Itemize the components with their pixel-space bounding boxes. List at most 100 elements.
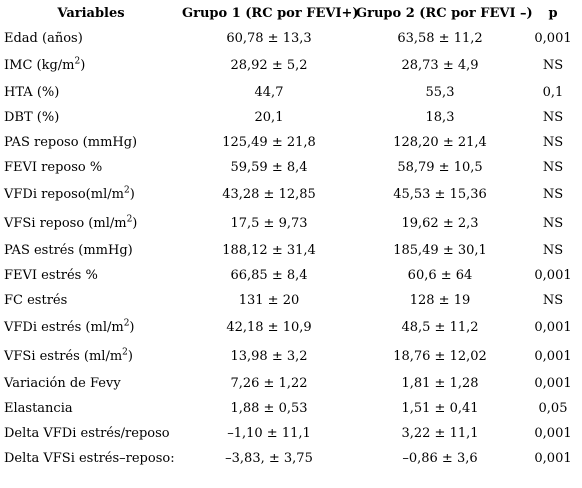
grupo-2-value: 18,76 ± 12,02 (393, 349, 487, 364)
grupo-1-value: 13,98 ± 3,2 (230, 349, 308, 364)
results-table: Variables Grupo 1 (RC por FEVI+) Grupo 2… (0, 5, 582, 471)
table-row: FEVI reposo % 59,59 ± 8,4 58,79 ± 10,5 NS (0, 155, 582, 180)
p-value: NS (542, 243, 564, 258)
grupo-2-value: 45,53 ± 15,36 (393, 187, 487, 202)
p-value: 0,05 (538, 401, 568, 416)
grupo-2-value: 18,3 (425, 110, 455, 125)
variable-name: VFSi estrés (ml/m (4, 349, 123, 364)
variable-suffix: ) (80, 58, 86, 73)
grupo-1-value: 1,88 ± 0,53 (230, 401, 308, 416)
variable-cell: FEVI estrés % (0, 263, 182, 288)
variable-name: FEVI reposo % (4, 160, 103, 175)
header-p-value: p (548, 5, 558, 21)
header-grupo-1: Grupo 1 (RC por FEVI+) (182, 5, 359, 21)
grupo-2-value: 1,51 ± 0,41 (401, 401, 479, 416)
table-row: VFSi reposo (ml/m2) 17,5 ± 9,73 19,62 ± 2,… (0, 209, 582, 238)
table-row: Delta VFDi estrés/reposo –1,10 ± 11,1 3,22… (0, 421, 582, 446)
grupo-2-value: 55,3 (425, 85, 455, 100)
table-row: PAS estrés (mmHg) 188,12 ± 31,4 185,49 ± 3… (0, 238, 582, 263)
grupo-1-value: 42,18 ± 10,9 (226, 320, 312, 335)
grupo-1-value: 66,85 ± 8,4 (230, 268, 308, 283)
grupo-1-value: 131 ± 20 (238, 293, 300, 308)
grupo-1-value: 44,7 (254, 85, 284, 100)
variable-name: Edad (años) (4, 31, 83, 46)
table-body: Edad (años) 60,78 ± 13,3 63,58 ± 11,2 0,001… (0, 26, 582, 471)
grupo-1-value: 43,28 ± 12,85 (222, 187, 316, 202)
grupo-1-value: –3,83, ± 3,75 (225, 451, 313, 466)
p-value: 0,001 (534, 376, 572, 391)
variable-cell: Delta VFSi estrés–reposo: (0, 446, 182, 471)
variable-suffix: ) (129, 187, 135, 202)
variable-cell: Variación de Fevy (0, 371, 182, 396)
variable-cell: Edad (años) (0, 26, 182, 51)
variable-superscript: 2 (123, 318, 130, 329)
p-value: 0,001 (534, 268, 572, 283)
variable-superscript: 2 (122, 347, 128, 358)
variable-superscript: 2 (123, 185, 130, 196)
p-value: 0,001 (534, 451, 572, 466)
p-value: NS (542, 187, 564, 202)
variable-name: DBT (%) (4, 110, 60, 125)
variable-cell: VFDi estrés (ml/m2) (0, 313, 182, 342)
variable-superscript: 2 (126, 214, 133, 225)
variable-cell: Elastancia (0, 396, 182, 421)
variable-suffix: ) (132, 216, 138, 231)
grupo-1-value: 28,92 ± 5,2 (230, 58, 308, 73)
p-value: 0,1 (542, 85, 564, 100)
grupo-1-value: 59,59 ± 8,4 (230, 160, 308, 175)
table-row: Delta VFSi estrés–reposo: –3,83, ± 3,75 –0… (0, 446, 582, 471)
p-value: 0,001 (534, 349, 572, 364)
variable-cell: VFSi reposo (ml/m2) (0, 209, 182, 238)
variable-cell: IMC (kg/m2) (0, 51, 182, 80)
variable-cell: HTA (%) (0, 80, 182, 105)
grupo-1-value: 7,26 ± 1,22 (230, 376, 308, 391)
grupo-2-value: 185,49 ± 30,1 (393, 243, 487, 258)
variable-cell: VFSi estrés (ml/m2) (0, 342, 182, 371)
header-grupo-2: Grupo 2 (RC por FEVI –) (356, 5, 533, 21)
grupo-1-value: 20,1 (254, 110, 284, 125)
p-value: 0,001 (534, 320, 572, 335)
variable-name: IMC (kg/m (4, 58, 75, 73)
grupo-2-value: 1,81 ± 1,28 (401, 376, 479, 391)
grupo-2-value: 3,22 ± 11,1 (401, 426, 479, 441)
table-row: VFDi reposo(ml/m2) 43,28 ± 12,85 45,53 ± 1… (0, 180, 582, 209)
table-row: VFSi estrés (ml/m2) 13,98 ± 3,2 18,76 ± 12… (0, 342, 582, 371)
variable-name: PAS estrés (mmHg) (4, 243, 133, 258)
p-value: NS (542, 216, 564, 231)
p-value: 0,001 (534, 31, 572, 46)
variable-cell: FC estrés (0, 288, 182, 313)
grupo-2-value: 58,79 ± 10,5 (397, 160, 483, 175)
table-row: HTA (%) 44,7 55,3 0,1 (0, 80, 582, 105)
variable-cell: DBT (%) (0, 105, 182, 130)
grupo-2-value: 48,5 ± 11,2 (401, 320, 479, 335)
variable-name: FC estrés (4, 293, 68, 308)
grupo-1-value: 60,78 ± 13,3 (226, 31, 312, 46)
table-row: Edad (años) 60,78 ± 13,3 63,58 ± 11,2 0,001 (0, 26, 582, 51)
variable-name: HTA (%) (4, 85, 60, 100)
variable-cell: VFDi reposo(ml/m2) (0, 180, 182, 209)
grupo-1-value: 17,5 ± 9,73 (230, 216, 308, 231)
p-value: NS (542, 160, 564, 175)
grupo-2-value: 60,6 ± 64 (407, 268, 473, 283)
variable-name: Delta VFSi estrés–reposo: (4, 451, 175, 466)
variable-name: FEVI estrés % (4, 268, 98, 283)
variable-suffix: ) (127, 349, 133, 364)
variable-name: PAS reposo (mmHg) (4, 135, 138, 150)
table-row: VFDi estrés (ml/m2) 42,18 ± 10,9 48,5 ± 11… (0, 313, 582, 342)
grupo-2-value: 128,20 ± 21,4 (393, 135, 487, 150)
variable-superscript: 2 (74, 56, 81, 67)
variable-name: Elastancia (4, 401, 73, 416)
grupo-2-value: 128 ± 19 (409, 293, 471, 308)
variable-cell: PAS reposo (mmHg) (0, 130, 182, 155)
variable-cell: PAS estrés (mmHg) (0, 238, 182, 263)
grupo-1-value: 125,49 ± 21,8 (222, 135, 316, 150)
p-value: NS (542, 135, 564, 150)
table-row: Variación de Fevy 7,26 ± 1,22 1,81 ± 1,28 0… (0, 371, 582, 396)
variable-name: Delta VFDi estrés/reposo (4, 426, 170, 441)
grupo-1-value: –1,10 ± 11,1 (227, 426, 311, 441)
variable-cell: Delta VFDi estrés/reposo (0, 421, 182, 446)
grupo-2-value: 28,73 ± 4,9 (401, 58, 479, 73)
header-variables: Variables (57, 5, 125, 21)
grupo-2-value: 63,58 ± 11,2 (397, 31, 483, 46)
variable-cell: FEVI reposo % (0, 155, 182, 180)
